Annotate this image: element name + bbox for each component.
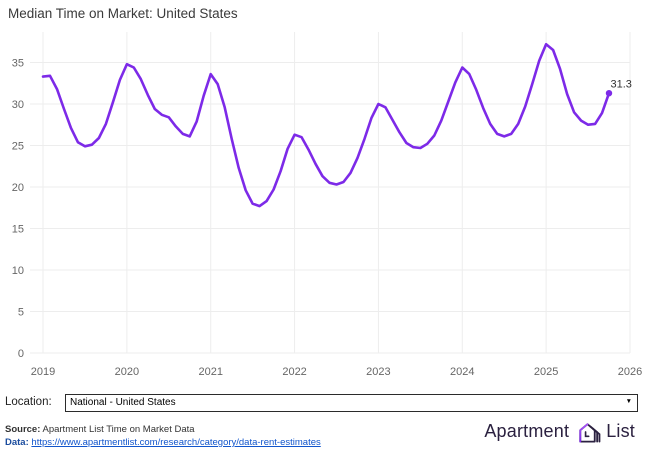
location-select-wrap: National - United States ▼ (65, 392, 638, 412)
x-tick-label: 2020 (115, 366, 139, 378)
source-line: Source: Apartment List Time on Market Da… (5, 423, 321, 436)
location-label: Location: (5, 396, 52, 408)
chart-end-dot (605, 90, 613, 97)
x-tick-label: 2024 (450, 366, 474, 378)
y-tick-label: 15 (12, 224, 24, 236)
chart-title: Median Time on Market: United States (8, 6, 238, 21)
apartment-list-logo: Apartment List (484, 418, 635, 445)
y-tick-label: 35 (12, 58, 24, 70)
data-url-link[interactable]: https://www.apartmentlist.com/research/c… (31, 437, 321, 448)
data-line: Data: https://www.apartmentlist.com/rese… (5, 436, 321, 449)
x-tick-label: 2023 (366, 366, 390, 378)
location-select[interactable]: National - United States (65, 393, 638, 412)
location-control: Location: National - United States ▼ (5, 392, 638, 412)
chart-gridlines (30, 32, 631, 354)
chart-end-label: 31.3 (611, 79, 632, 91)
source-label: Source: (5, 424, 41, 435)
y-tick-label: 20 (12, 182, 24, 194)
y-tick-label: 30 (12, 99, 24, 111)
chart-line (41, 42, 611, 208)
data-label: Data: (5, 437, 29, 448)
y-tick-label: 10 (12, 265, 24, 277)
logo-word-list: List (606, 421, 635, 441)
y-tick-label: 25 (12, 141, 24, 153)
source-attribution: Source: Apartment List Time on Market Da… (5, 423, 321, 449)
x-tick-label: 2021 (198, 366, 222, 378)
apartment-list-house-icon (579, 423, 601, 443)
logo-word-apartment: Apartment (484, 421, 570, 441)
source-text: Apartment List Time on Market Data (40, 424, 195, 435)
y-tick-label: 5 (18, 307, 24, 319)
x-tick-label: 2025 (534, 366, 558, 378)
x-tick-label: 2022 (282, 366, 306, 378)
x-tick-label: 2019 (31, 366, 55, 378)
y-tick-label: 0 (18, 348, 24, 360)
x-tick-label: 2026 (618, 366, 642, 378)
